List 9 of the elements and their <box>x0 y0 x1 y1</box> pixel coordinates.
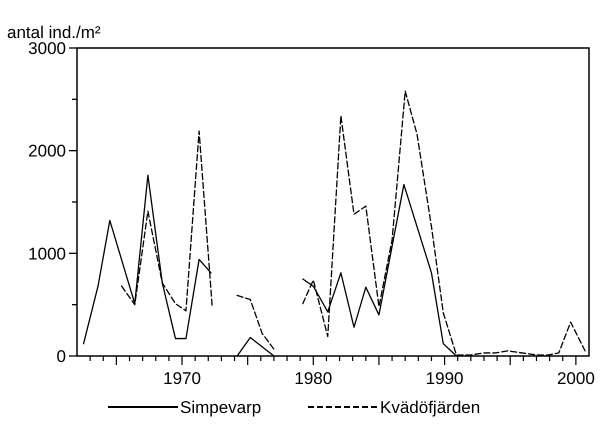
x-tick-label: 1970 <box>163 369 201 388</box>
y-tick-label: 2000 <box>28 142 66 161</box>
x-tick-label: 1990 <box>426 369 464 388</box>
y-tick-label: 1000 <box>28 244 66 264</box>
x-tick-label: 1980 <box>294 369 332 388</box>
legend-label: Simpevarp <box>180 398 262 417</box>
legend-label: Kvädöfjärden <box>380 398 480 417</box>
x-tick-label: 2000 <box>556 369 595 388</box>
y-tick-label: 0 <box>56 346 66 366</box>
